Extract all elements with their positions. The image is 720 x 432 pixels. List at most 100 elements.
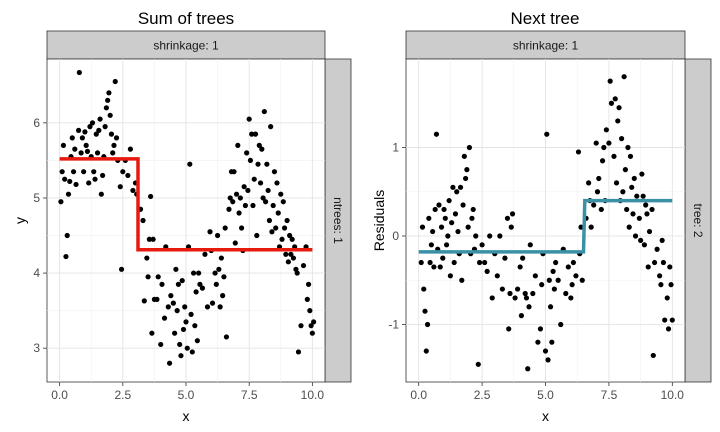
facet-strip-right xyxy=(684,58,712,383)
data-point xyxy=(67,178,73,185)
data-point xyxy=(613,180,620,186)
data-point xyxy=(515,286,521,292)
data-point xyxy=(227,195,233,201)
facet-strip-top-label: shrinkage: 1 xyxy=(153,39,219,53)
data-point xyxy=(283,251,289,257)
data-point xyxy=(237,195,243,201)
data-point xyxy=(288,251,294,257)
data-point xyxy=(213,281,219,287)
data-point xyxy=(188,311,194,317)
data-point xyxy=(184,345,190,351)
data-point xyxy=(187,161,193,167)
data-point xyxy=(158,341,164,348)
data-point xyxy=(111,142,117,148)
prediction-step-line xyxy=(418,198,673,254)
data-point xyxy=(535,339,541,345)
data-point xyxy=(178,353,184,359)
data-point xyxy=(424,321,431,328)
data-point xyxy=(427,259,433,266)
x-tick-label: 0.0 xyxy=(410,388,427,402)
data-point xyxy=(256,142,262,148)
data-point xyxy=(280,199,286,205)
data-point xyxy=(86,180,92,186)
data-point xyxy=(596,175,602,182)
data-point xyxy=(598,206,604,213)
data-point xyxy=(659,237,665,244)
data-point xyxy=(437,264,443,270)
y-tick-label: -1 xyxy=(388,317,399,331)
next-tree-panel: Next tree shrinkage: 1 tree: 2 0.0 2.5 5.0… xyxy=(371,9,712,424)
y-tick-label: 5 xyxy=(33,191,40,205)
data-point xyxy=(430,228,436,235)
data-point xyxy=(112,78,118,85)
data-point xyxy=(636,215,642,221)
data-point xyxy=(92,176,98,182)
facet-strip-top xyxy=(46,30,326,60)
data-point xyxy=(667,264,673,270)
data-point xyxy=(190,270,197,276)
data-point xyxy=(464,167,470,173)
data-point xyxy=(640,193,646,199)
data-point xyxy=(110,150,116,156)
data-point xyxy=(469,215,475,221)
data-point xyxy=(146,236,152,242)
data-point xyxy=(422,308,428,314)
data-point xyxy=(260,195,266,201)
data-point xyxy=(625,144,631,151)
data-point xyxy=(463,175,469,182)
data-point xyxy=(275,210,281,216)
data-point xyxy=(657,273,663,279)
data-point xyxy=(479,242,485,248)
data-points xyxy=(58,69,317,366)
data-point xyxy=(304,296,310,302)
data-point xyxy=(497,233,503,239)
data-point xyxy=(436,202,442,208)
y-axis-label: Residuals xyxy=(371,190,387,251)
data-point xyxy=(627,153,634,159)
data-point xyxy=(644,211,650,217)
data-point xyxy=(482,259,488,266)
data-point xyxy=(196,270,202,276)
data-point xyxy=(525,366,531,372)
data-point xyxy=(192,323,198,329)
data-point xyxy=(179,277,185,284)
data-point xyxy=(65,191,72,197)
data-point xyxy=(117,184,123,190)
data-point xyxy=(563,290,569,297)
data-point xyxy=(593,140,599,146)
x-tick-label: 10.0 xyxy=(661,388,685,402)
data-point xyxy=(182,304,188,310)
data-point xyxy=(257,180,264,186)
x-tick-label: 7.5 xyxy=(601,388,618,402)
data-point xyxy=(204,304,211,310)
data-point xyxy=(148,193,154,200)
data-point xyxy=(579,277,585,283)
data-point xyxy=(141,298,147,304)
y-tick-label: 3 xyxy=(33,341,40,355)
data-point xyxy=(295,349,302,355)
data-point xyxy=(231,169,237,175)
data-point xyxy=(93,131,99,137)
data-point xyxy=(669,317,675,323)
data-point xyxy=(220,293,226,299)
data-point xyxy=(274,180,280,186)
data-point xyxy=(281,225,288,231)
data-point xyxy=(244,150,250,156)
data-point xyxy=(629,184,635,190)
data-point xyxy=(294,270,300,276)
prediction-step-line xyxy=(59,157,313,252)
data-point xyxy=(573,273,579,279)
data-point xyxy=(289,236,295,242)
data-point xyxy=(155,274,161,280)
x-axis-label: x xyxy=(542,408,549,424)
data-point xyxy=(251,176,257,182)
data-point xyxy=(502,255,508,261)
data-point xyxy=(621,74,627,80)
data-point xyxy=(624,206,630,213)
chart-title: Next tree xyxy=(511,9,580,28)
data-point xyxy=(546,277,552,283)
data-point xyxy=(145,274,151,280)
data-point xyxy=(620,189,626,195)
data-point xyxy=(150,236,156,242)
